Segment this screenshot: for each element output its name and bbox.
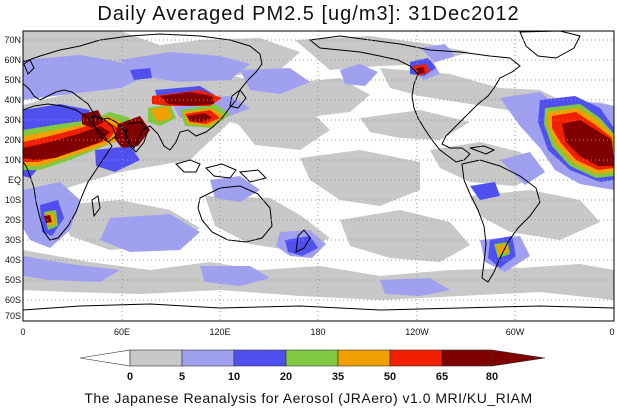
lat-tick-label: 20S (5, 215, 21, 225)
lon-tick-label: 180 (310, 327, 325, 337)
lat-axis: 70N 60N 50N 40N 30N 20N 10N EQ 10S 20S 3… (4, 35, 21, 321)
colorbar-segment (337, 349, 391, 367)
plot-frame (22, 30, 615, 322)
lat-tick-label: 60S (5, 295, 21, 305)
graticule (23, 31, 614, 321)
colorbar-tick-label: 80 (486, 371, 498, 383)
lat-tick-label: 60N (4, 55, 21, 65)
colorbar-segment (285, 349, 339, 367)
lon-tick-label: 60W (506, 327, 525, 337)
colorbar-tick-label: 35 (332, 371, 344, 383)
lat-tick-label: 10N (4, 155, 21, 165)
colorbar-tick-label: 10 (228, 371, 240, 383)
colorbar-tick-label: 65 (436, 371, 448, 383)
lon-tick-label: 120W (405, 327, 429, 337)
lat-tick-label: 50N (4, 75, 21, 85)
colorbar-segment (233, 349, 287, 367)
colorbar-segment (389, 349, 443, 367)
lat-tick-label: 20N (4, 135, 21, 145)
colorbar-tick-label: 50 (384, 371, 396, 383)
colorbar-segment (129, 349, 183, 367)
colorbar-tick-label: 0 (127, 371, 133, 383)
colorbar-labels: 0 5 10 20 35 50 65 80 (127, 371, 498, 383)
lon-tick-label: 0 (609, 327, 614, 337)
lat-tick-label: 30S (5, 235, 21, 245)
lat-tick-label: 10S (5, 195, 21, 205)
lat-tick-label: 40S (5, 255, 21, 265)
lat-tick-label: 70N (4, 35, 21, 45)
colorbar-segment (491, 349, 546, 367)
lat-tick-label: 50S (5, 275, 21, 285)
colorbar-segment (181, 349, 235, 367)
colorbar (79, 349, 546, 367)
lat-tick-label: 30N (4, 115, 21, 125)
lon-tick-label: 0 (20, 327, 25, 337)
colorbar-segment (79, 349, 131, 367)
lon-tick-label: 60E (114, 327, 130, 337)
colorbar-tick-label: 20 (280, 371, 292, 383)
lon-tick-label: 120E (209, 327, 230, 337)
colorbar-segment (441, 349, 493, 367)
lat-tick-label: 70S (5, 311, 21, 321)
lon-axis: 0 60E 120E 180 120W 60W 0 (20, 327, 614, 337)
colorbar-tick-label: 5 (179, 371, 185, 383)
lat-tick-label: EQ (8, 175, 21, 185)
lat-tick-label: 40N (4, 95, 21, 105)
map-title: Daily Averaged PM2.5 [ug/m3]: 31Dec2012 (97, 3, 520, 25)
footer-credit: The Japanese Reanalysis for Aerosol (JRA… (84, 390, 533, 406)
